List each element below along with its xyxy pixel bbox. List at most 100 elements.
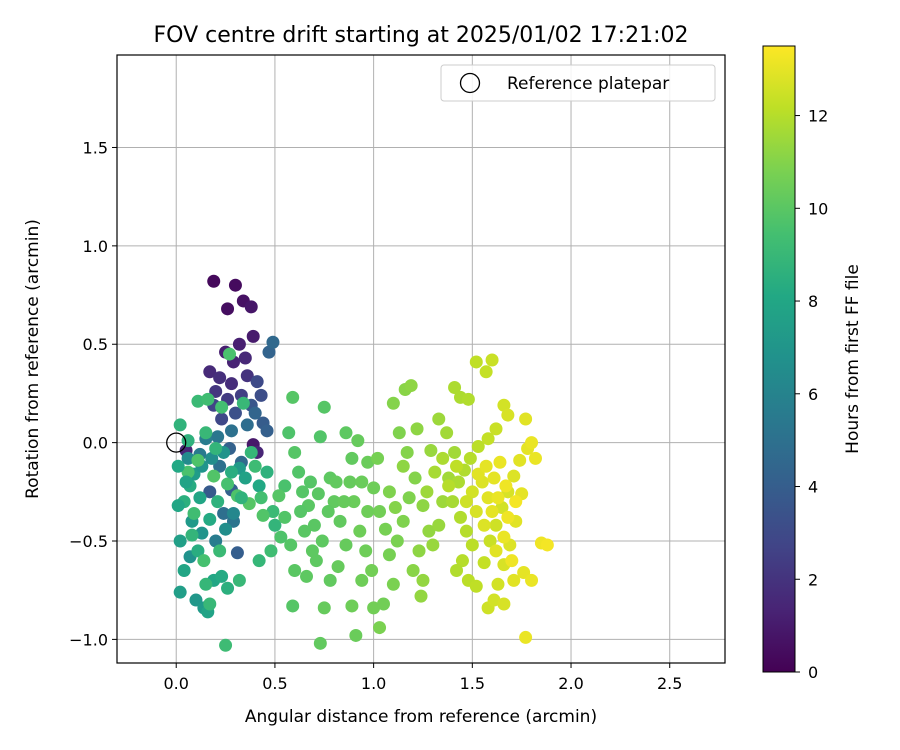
x-tick-label: 0.0 [163,674,188,693]
data-point [268,518,282,532]
data-point [240,369,254,383]
data-point [211,430,225,444]
data-point [238,471,252,485]
data-point [448,445,462,459]
data-point [248,406,262,420]
grid-lines [117,55,725,663]
y-tick-label: −0.5 [69,532,108,551]
data-point [300,569,314,583]
data-point [471,467,485,481]
data-point [525,573,539,587]
data-point [432,412,446,426]
data-point [171,459,185,473]
data-point [455,554,469,568]
data-point [424,443,438,457]
data-point [540,538,554,552]
data-point [416,499,430,513]
data-point [179,475,193,489]
colorbar-tick-label: 6 [808,385,818,404]
data-point [404,379,418,393]
data-point [313,636,327,650]
x-tick-label: 1.5 [460,674,485,693]
data-point [264,544,278,558]
data-point [187,506,201,520]
data-point [446,495,460,509]
data-point [497,398,511,412]
data-point [240,418,254,432]
data-point [272,489,286,503]
data-point [185,528,199,542]
data-point [331,560,345,574]
data-point [292,465,306,479]
data-points [171,274,554,652]
legend-box [440,64,716,102]
data-point [213,459,227,473]
data-point [361,455,375,469]
data-point [244,445,258,459]
data-point [501,408,515,422]
data-point [408,471,422,485]
data-point [465,485,479,499]
data-point [171,499,185,513]
data-point [284,538,298,552]
data-point [373,504,387,518]
data-point [436,451,450,465]
data-point [238,351,252,365]
plot-frame [116,54,726,664]
data-point [463,451,477,465]
data-point [203,485,217,499]
data-point [311,487,325,501]
data-point [371,451,385,465]
data-point [489,422,503,436]
data-point [459,524,473,538]
data-point [177,564,191,578]
data-point [400,445,414,459]
data-point [266,335,280,349]
data-point [483,534,497,548]
data-point [497,530,511,544]
data-point [199,577,213,591]
data-point [252,479,266,493]
data-point [459,495,473,509]
data-point [215,569,229,583]
data-point [428,465,442,479]
data-point [197,554,211,568]
colorbar-tick-label: 12 [808,107,828,126]
data-point [317,400,331,414]
data-point [209,384,223,398]
colorbar-ticks: 0 2 4 6 8 10 12 [795,107,828,682]
data-point [436,495,450,509]
data-point [345,599,359,613]
data-point [223,347,237,361]
data-point [485,504,499,518]
x-tick-label: 1.0 [361,674,386,693]
data-point [209,534,223,548]
data-point [232,337,246,351]
data-point [382,485,396,499]
data-point [359,544,373,558]
data-point [448,381,462,395]
legend: Reference platepar [440,64,716,102]
data-point [507,469,521,483]
data-point [525,436,539,450]
data-point [298,524,312,538]
data-point [313,430,327,444]
x-tick-label: 2.0 [558,674,583,693]
y-tick-label: 0.5 [83,335,108,354]
data-point [402,491,416,505]
data-point [213,371,227,385]
data-point [274,530,288,544]
data-point [386,577,400,591]
data-point [305,544,319,558]
data-point [345,451,359,465]
data-point [219,522,233,536]
data-point [221,302,235,316]
data-point [337,495,351,509]
legend-label-reference: Reference platepar [507,74,669,94]
data-point [339,426,353,440]
data-point [309,554,323,568]
data-point [211,495,225,509]
data-point [181,465,195,479]
data-point [390,534,404,548]
data-point [181,451,195,465]
